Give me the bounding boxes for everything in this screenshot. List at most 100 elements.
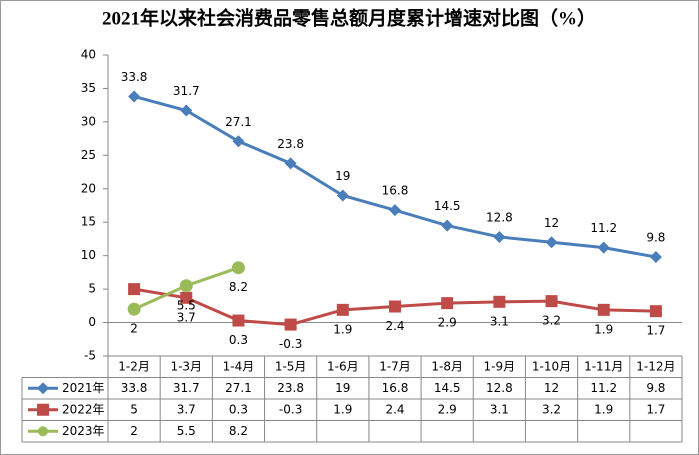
legend-marker xyxy=(38,426,48,437)
legend-label: 2021年 xyxy=(62,381,105,395)
marker xyxy=(336,189,349,202)
y-tick-label: 20 xyxy=(81,181,96,195)
data-label: 1.7 xyxy=(646,324,665,338)
table-value: 1.9 xyxy=(594,402,613,416)
marker xyxy=(389,204,401,217)
data-label: 33.8 xyxy=(121,70,148,84)
y-tick-label: 0 xyxy=(88,315,96,329)
x-tick-label: 1-2月 xyxy=(118,359,150,373)
chart-title: 2021年以来社会消费品零售总额月度累计增速对比图（%） xyxy=(102,6,596,29)
y-tick-label: 15 xyxy=(81,215,96,229)
table-value: 31.7 xyxy=(173,381,200,395)
legend-marker xyxy=(37,382,49,395)
legend-label: 2022年 xyxy=(62,402,105,416)
table-value: 33.8 xyxy=(121,381,148,395)
data-label: 3.1 xyxy=(490,314,509,328)
marker xyxy=(493,295,506,308)
x-tick-label: 1-10月 xyxy=(532,359,571,373)
data-label: 2.9 xyxy=(438,316,457,330)
table-value: 11.2 xyxy=(590,381,617,395)
x-tick-label: 1-7月 xyxy=(379,359,411,373)
data-label: 5.5 xyxy=(177,298,196,312)
data-label: 23.8 xyxy=(277,137,304,151)
marker xyxy=(128,283,141,296)
table-value: -0.3 xyxy=(279,402,302,416)
table-value: 0.3 xyxy=(229,402,248,416)
y-tick-label: 30 xyxy=(81,114,96,128)
marker xyxy=(284,318,297,331)
table-value: 5 xyxy=(130,402,138,416)
table-value: 2 xyxy=(130,424,138,438)
data-label: 2.4 xyxy=(385,319,404,333)
marker xyxy=(336,303,349,316)
marker xyxy=(179,279,193,293)
data-label: 1.9 xyxy=(333,322,352,336)
marker xyxy=(180,104,193,117)
y-tick-label: 35 xyxy=(81,81,96,95)
data-label: 27.1 xyxy=(225,115,252,129)
table-value: 23.8 xyxy=(277,381,304,395)
marker xyxy=(545,295,558,308)
marker xyxy=(441,219,454,232)
table-value: 12 xyxy=(544,381,559,395)
data-label: 31.7 xyxy=(173,84,200,98)
data-label: 9.8 xyxy=(646,231,665,245)
table-value: 19 xyxy=(335,381,350,395)
x-tick-label: 1-12月 xyxy=(636,359,675,373)
data-label: 12 xyxy=(544,216,559,230)
table-value: 3.7 xyxy=(177,402,196,416)
table-value: 9.8 xyxy=(646,381,665,395)
y-tick-label: 25 xyxy=(81,148,96,162)
table-value: 1.7 xyxy=(646,402,665,416)
x-tick-label: 1-9月 xyxy=(484,359,516,373)
table-value: 3.2 xyxy=(542,402,561,416)
marker xyxy=(493,230,506,243)
data-label: 1.9 xyxy=(594,322,613,336)
marker xyxy=(649,251,662,264)
data-label: 8.2 xyxy=(229,280,248,294)
data-label: 16.8 xyxy=(382,184,409,198)
table-value: 14.5 xyxy=(434,381,461,395)
marker xyxy=(232,135,245,148)
data-label: -0.3 xyxy=(279,337,302,351)
table-value: 2.9 xyxy=(438,402,457,416)
table-value: 27.1 xyxy=(225,381,252,395)
x-tick-label: 1-4月 xyxy=(223,359,255,373)
x-tick-label: 1-3月 xyxy=(170,359,202,373)
table-value: 3.1 xyxy=(490,402,509,416)
marker xyxy=(284,157,297,170)
marker xyxy=(441,297,454,310)
data-label: 3.7 xyxy=(177,310,196,324)
table-value: 8.2 xyxy=(229,424,248,438)
x-tick-label: 1-11月 xyxy=(584,359,623,373)
legend-marker xyxy=(37,403,49,416)
marker xyxy=(128,90,141,103)
x-tick-label: 1-8月 xyxy=(431,359,463,373)
marker xyxy=(389,300,401,313)
data-label: 14.5 xyxy=(434,199,461,213)
marker xyxy=(232,314,245,327)
x-tick-label: 1-5月 xyxy=(275,359,307,373)
table-value: 12.8 xyxy=(486,381,513,395)
table-value: 1.9 xyxy=(333,402,352,416)
marker xyxy=(649,305,662,318)
data-label: 0.3 xyxy=(229,333,248,347)
y-tick-label: 10 xyxy=(81,248,96,262)
table-value: 16.8 xyxy=(382,381,409,395)
marker xyxy=(231,261,245,275)
marker xyxy=(597,241,610,254)
data-label: 2 xyxy=(130,322,138,336)
y-tick-label: -5 xyxy=(84,349,96,363)
data-label: 3.2 xyxy=(542,314,561,328)
data-label: 19 xyxy=(335,169,350,183)
table-value: 2.4 xyxy=(385,402,404,416)
data-label: 11.2 xyxy=(590,221,617,235)
marker xyxy=(545,236,558,249)
data-label: 12.8 xyxy=(486,210,513,224)
marker xyxy=(127,302,141,316)
legend-label: 2023年 xyxy=(62,424,105,438)
x-tick-label: 1-6月 xyxy=(327,359,359,373)
